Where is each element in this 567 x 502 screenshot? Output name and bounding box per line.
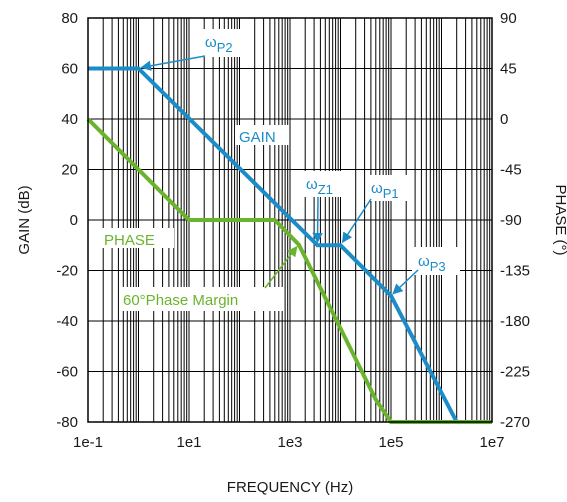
y-left-tick-label: 0 (70, 212, 78, 229)
x-tick-label: 1e1 (176, 434, 201, 451)
y-left-tick-label: 20 (61, 162, 78, 179)
y-axis-left-title: GAIN (dB) (16, 185, 33, 254)
gain-series-label: GAIN (239, 129, 276, 146)
wp2-arrow (140, 55, 206, 71)
phase-series-label-bg (100, 228, 174, 248)
y-right-tick-label: 90 (500, 10, 517, 27)
wp3-label-bg (412, 247, 460, 275)
wz1-arrow (312, 196, 323, 244)
x-axis-title: FREQUENCY (Hz) (227, 479, 353, 496)
phase-margin-arrow (264, 245, 298, 289)
y-right-tick-label: -45 (500, 162, 522, 179)
annotation-layer: GAIN PHASE ωP2 ωZ1 ωP1 ωP3 60°Phase Margin (100, 29, 460, 311)
x-tick-label: 1e3 (277, 434, 302, 451)
y-left-tick-label: 40 (61, 111, 78, 128)
y-left-tick-label: 60 (61, 61, 78, 78)
y-left-tick-label: -40 (56, 313, 78, 330)
phase-series-label: PHASE (104, 232, 155, 249)
grid-lines (87, 17, 492, 423)
y-right-tick-label: -135 (500, 263, 530, 280)
gain-series-label-bg (235, 125, 289, 145)
y-right-tick-label: 0 (500, 111, 508, 128)
wz1-label-bg (302, 171, 348, 197)
wp3-arrow (392, 269, 419, 295)
x-tick-label: 1e-1 (73, 434, 103, 451)
tick-labels: 80 60 40 20 0 -20 -40 -60 -80 90 45 0 -45 -90 -135 -180… (56, 10, 530, 451)
gain-series-line (88, 66, 459, 423)
y-right-tick-label: -90 (500, 212, 522, 229)
plot-frame (87, 17, 493, 423)
y-right-tick-label: -270 (500, 414, 530, 431)
y-left-tick-label: -20 (56, 263, 78, 280)
y-right-tick-label: -225 (500, 364, 530, 381)
wp2-label: ωP2 (205, 34, 233, 55)
wp3-label: ωP3 (418, 253, 446, 274)
wp1-label: ωP1 (371, 180, 399, 201)
y-right-tick-label: 45 (500, 61, 517, 78)
y-left-tick-label: 80 (61, 10, 78, 27)
wp1-arrow (341, 198, 372, 244)
y-left-tick-label: -80 (56, 414, 78, 431)
wz1-label: ωZ1 (306, 176, 333, 197)
y-axis-right-title: PHASE (°) (552, 184, 567, 255)
x-tick-label: 1e5 (378, 434, 403, 451)
y-left-tick-label: -60 (56, 364, 78, 381)
wp2-label-bg (192, 29, 250, 57)
phase-margin-label: 60°Phase Margin (123, 292, 238, 309)
phase-margin-label-bg (119, 287, 283, 311)
x-tick-label: 1e7 (479, 434, 504, 451)
wp1-label-bg (366, 175, 412, 201)
y-right-tick-label: -180 (500, 313, 530, 330)
